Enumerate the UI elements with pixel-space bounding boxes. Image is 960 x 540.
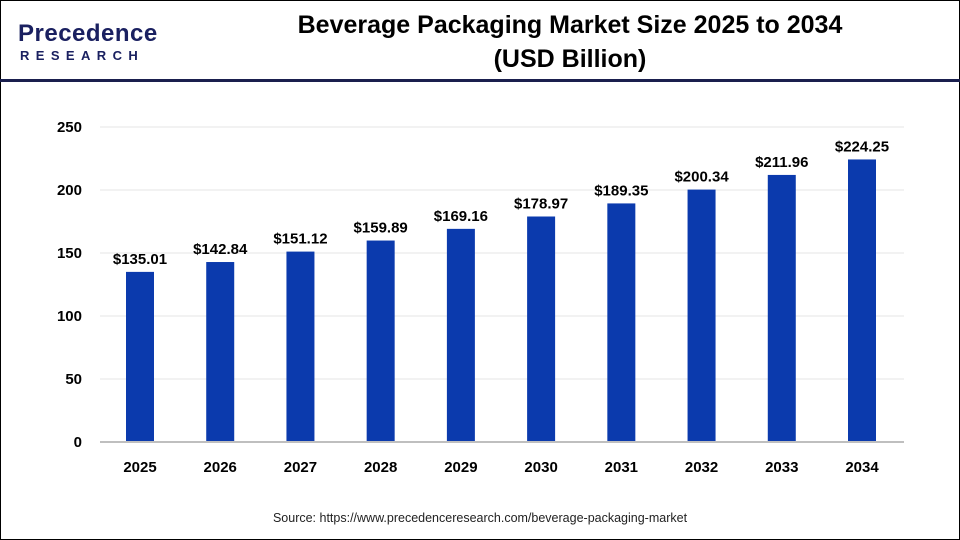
bar-2029 [446,228,475,442]
bar-2034 [848,159,876,442]
bar-2032 [687,189,716,442]
data-label: $178.97 [514,195,568,212]
data-label: $151.12 [273,231,327,248]
data-label: $159.89 [354,220,408,237]
header-divider [0,79,960,82]
data-label: $142.84 [193,241,248,258]
x-tick-label: 2031 [605,459,638,476]
title-line-2: (USD Billion) [493,45,647,73]
bar-2025 [126,271,154,442]
bar-2028 [366,240,395,442]
bar-2031 [607,203,636,442]
data-label: $169.16 [434,208,488,225]
data-label: $224.25 [835,138,889,155]
x-tick-label: 2030 [524,459,557,476]
x-tick-label: 2034 [845,459,879,476]
x-tick-label: 2028 [364,459,397,476]
bar-2030 [527,216,556,442]
y-tick-label: 50 [65,371,82,388]
source-note: Source: https://www.precedenceresearch.c… [272,511,688,525]
x-tick-label: 2026 [204,459,237,476]
logo-sub-text: RESEARCH [20,48,145,63]
data-label: $211.96 [755,154,808,171]
x-tick-label: 2025 [123,459,156,476]
x-tick-label: 2029 [444,459,477,476]
data-label: $189.35 [594,182,648,199]
y-tick-label: 150 [57,245,82,262]
x-tick-label: 2032 [685,459,718,476]
title-line-1: Beverage Packaging Market Size 2025 to 2… [297,11,843,39]
chart-title: Beverage Packaging Market Size 2025 to 2… [180,8,960,76]
y-tick-label: 100 [57,308,82,325]
x-tick-label: 2033 [765,459,798,476]
data-label: $200.34 [674,169,729,186]
precedence-research-logo: Precedence RESEARCH [18,20,158,64]
y-tick-label: 250 [57,119,82,136]
bar-2033 [767,174,796,442]
logo-main-text: Precedence [18,20,158,47]
x-tick-label: 2027 [284,459,317,476]
bar-2026 [206,262,235,442]
bar-2027 [286,251,315,442]
y-tick-label: 0 [74,434,82,451]
data-label: $135.01 [113,251,167,268]
y-tick-label: 200 [57,182,82,199]
